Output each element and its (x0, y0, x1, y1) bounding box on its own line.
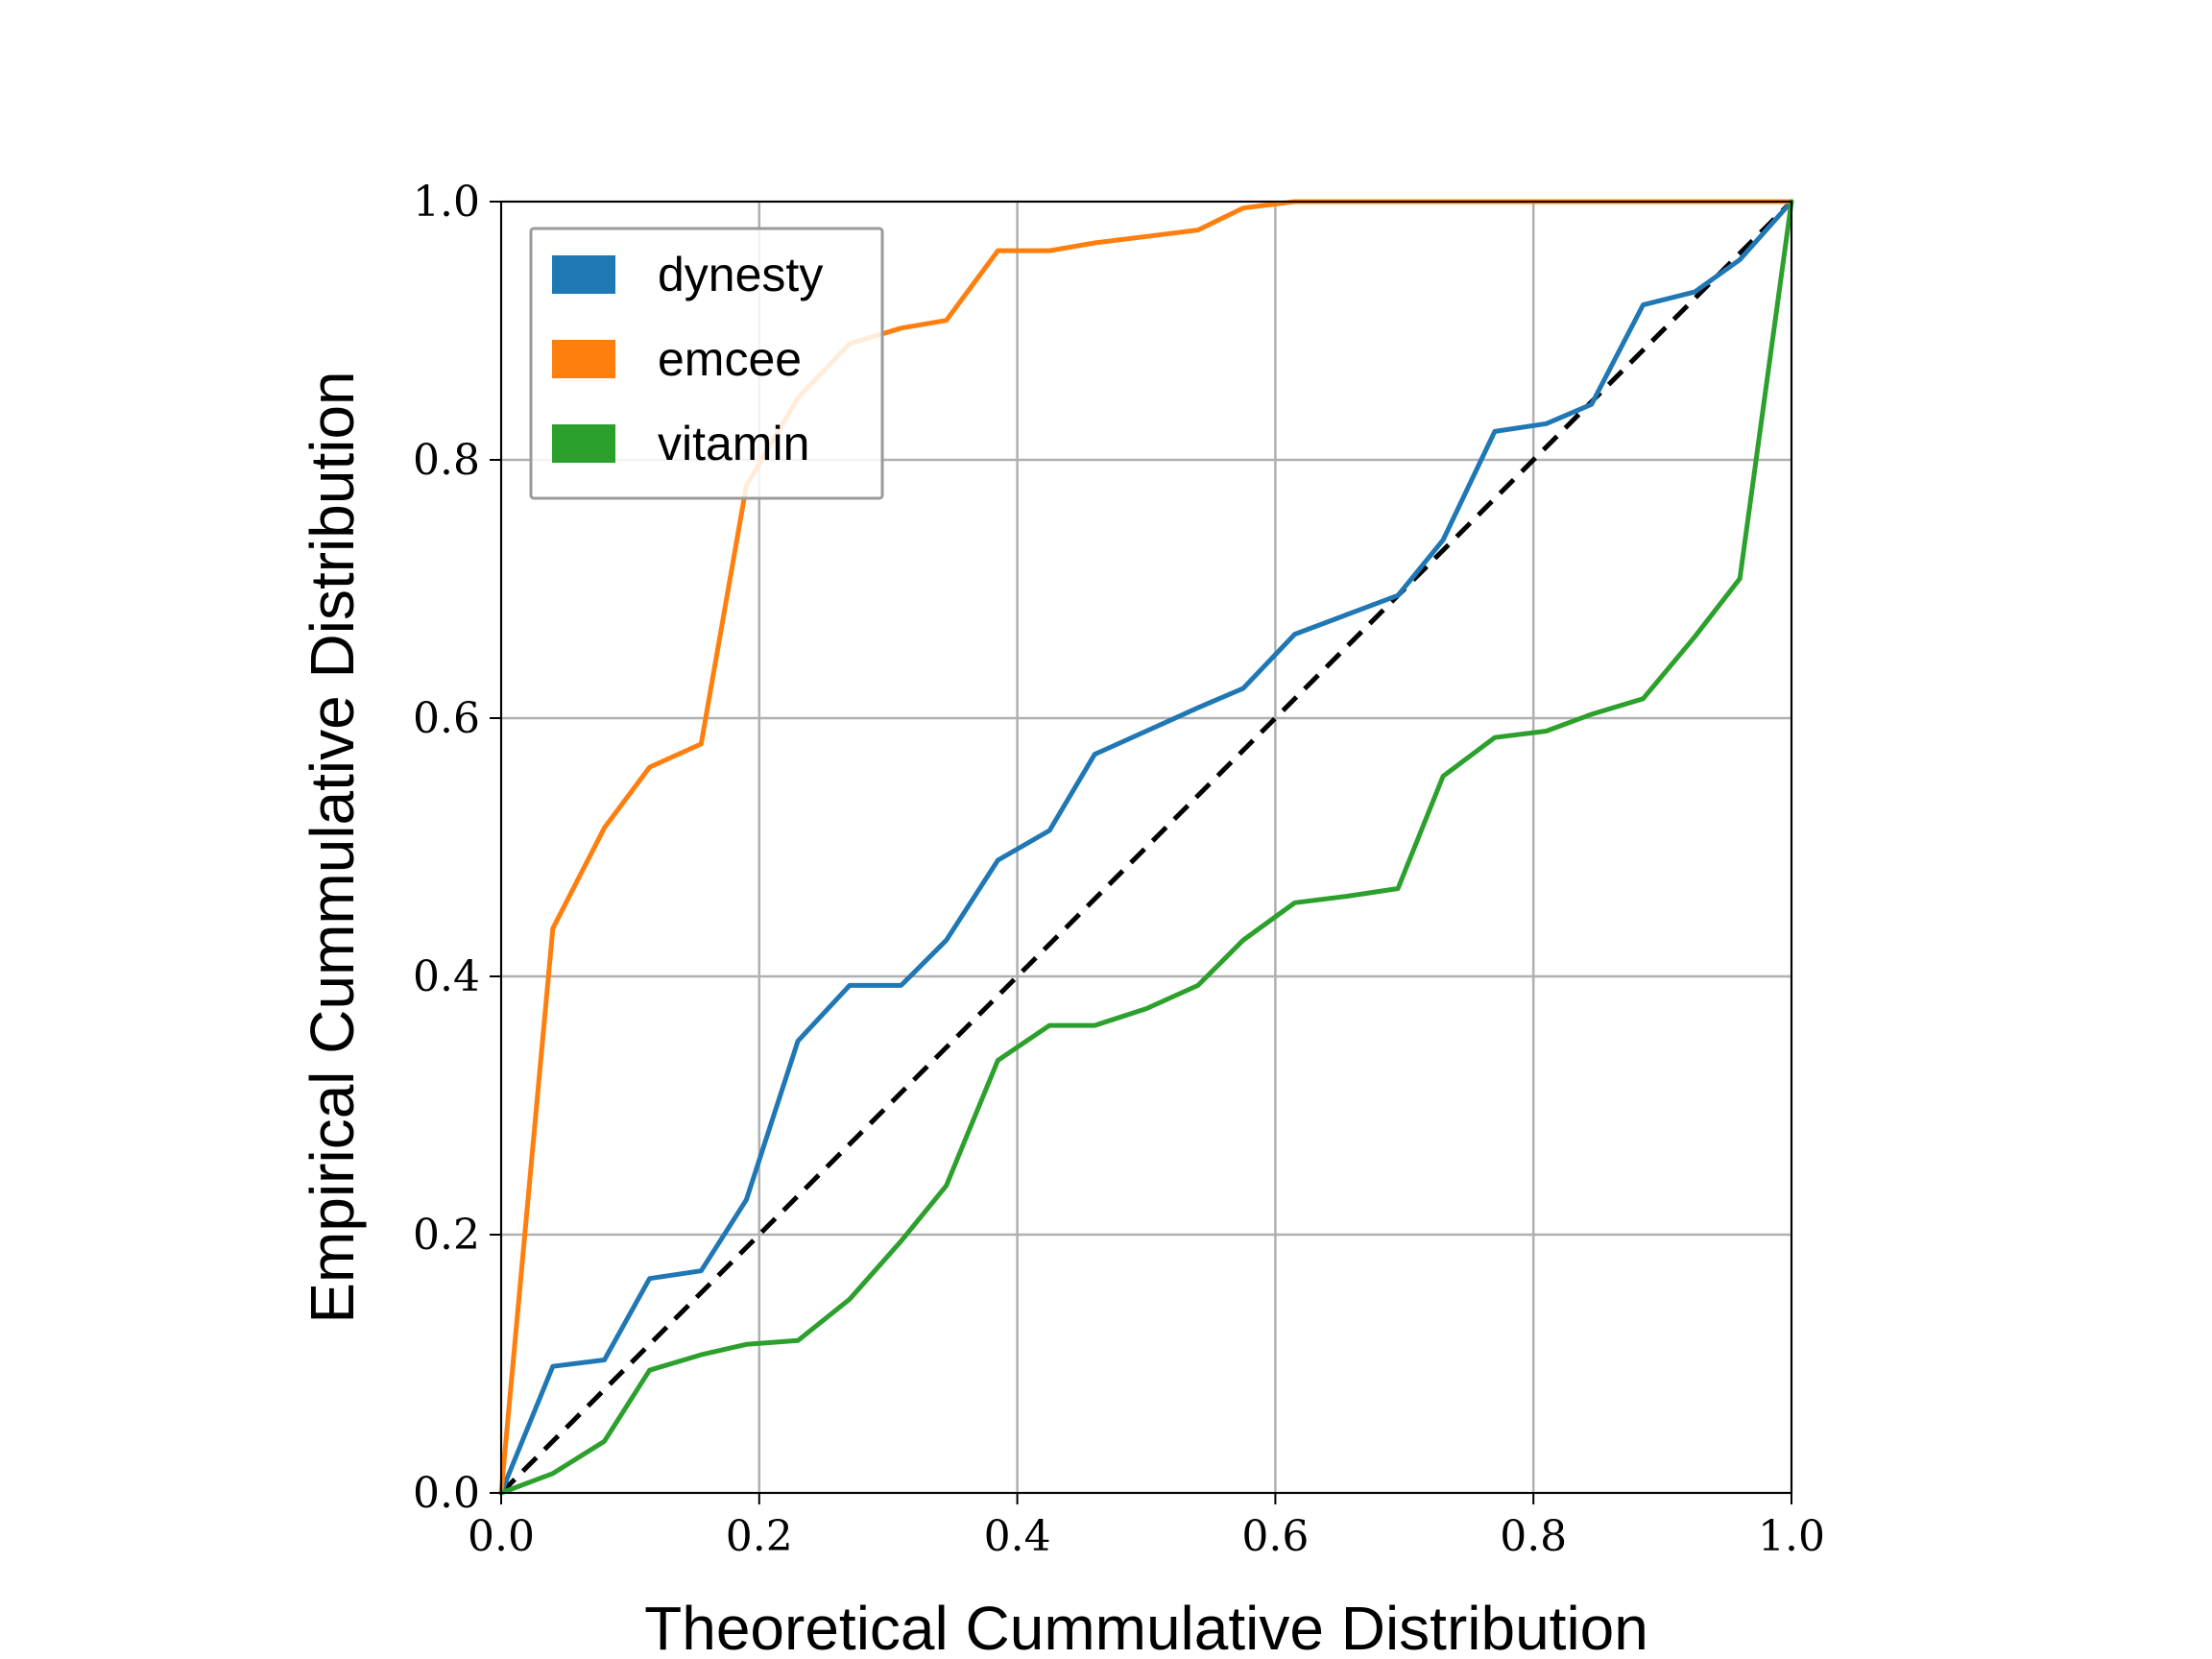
plot-frame (500, 201, 1792, 1494)
x-tick-label: 0.8 (1500, 1512, 1567, 1561)
reference-line (499, 200, 1793, 1495)
legend-label-vitamin: vitamin (658, 417, 809, 470)
legend: dynesty emcee vitamin (529, 227, 884, 500)
series-line-vitamin (498, 199, 1794, 1496)
legend-label-emcee: emcee (658, 332, 802, 386)
x-tick-label: 1.0 (1758, 1512, 1825, 1561)
legend-box (529, 227, 884, 500)
legend-label-dynesty: dynesty (658, 248, 823, 301)
x-tick-label: 0.6 (1241, 1512, 1309, 1561)
legend-swatch-dynesty (552, 255, 615, 294)
reference-line-group (499, 200, 1793, 1495)
y-tick-label: 0.6 (413, 694, 480, 743)
x-tick-label: 0.2 (726, 1512, 793, 1561)
y-tick-label: 0.2 (413, 1211, 480, 1260)
x-tick-label: 0.4 (984, 1512, 1051, 1561)
axis-ticks: 0.0 0.2 0.4 0.6 0.8 1.0 0.0 0.2 0.4 0.6 0.8 1.0 (413, 178, 1825, 1561)
y-tick-label: 0.0 (413, 1469, 480, 1518)
x-tick-label: 0.0 (468, 1512, 535, 1561)
y-tick-label: 0.4 (413, 952, 480, 1001)
y-tick-label: 1.0 (413, 178, 480, 227)
y-axis-title: Empirical Cummulative Distribution (298, 371, 367, 1323)
legend-swatch-emcee (552, 340, 615, 378)
x-axis-title: Theoretical Cummulative Distribution (644, 1594, 1648, 1659)
legend-swatch-vitamin (552, 424, 615, 463)
series-line-dynesty (498, 199, 1794, 1496)
y-tick-label: 0.8 (413, 436, 480, 485)
